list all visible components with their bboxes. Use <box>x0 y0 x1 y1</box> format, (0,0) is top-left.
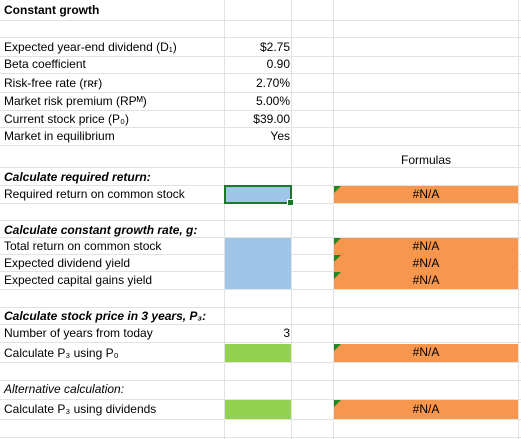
fill-handle[interactable] <box>287 199 294 206</box>
gridline <box>0 399 521 400</box>
gridline <box>0 437 521 438</box>
gridline <box>0 20 521 21</box>
row-label-years-from-today[interactable]: Number of years from today <box>4 326 153 340</box>
row-label-p3-using-p0[interactable]: Calculate P₃ using P₀ <box>4 346 119 360</box>
input-cells-growth-rate[interactable] <box>225 238 291 289</box>
formula-result: #N/A <box>412 256 440 270</box>
input-label-risk-free-rate[interactable]: Risk-free rate (rʀғ) <box>4 76 103 90</box>
row-label-capital-gains-yield[interactable]: Expected capital gains yield <box>4 273 153 287</box>
formula-result: #N/A <box>412 273 440 287</box>
gridline <box>224 0 225 439</box>
gridline <box>0 167 521 168</box>
gridline <box>0 342 521 343</box>
gridline <box>0 380 521 381</box>
formulas-header: Formulas <box>400 153 451 167</box>
input-value-risk-free-rate[interactable]: 2.70% <box>255 76 290 90</box>
gridline <box>0 145 521 146</box>
formula-result: #N/A <box>412 402 440 416</box>
input-cell-p3-using-p0[interactable] <box>225 344 291 362</box>
formula-cells-growth-rate[interactable]: #N/A #N/A #N/A <box>334 238 518 289</box>
error-flag-icon <box>334 255 341 262</box>
section-heading-required-return: Calculate required return: <box>4 170 151 184</box>
input-value-dividend[interactable]: $2.75 <box>259 40 290 54</box>
gridline <box>0 127 521 128</box>
error-flag-icon <box>334 186 341 193</box>
gridline <box>0 220 521 221</box>
input-label-stock-price[interactable]: Current stock price (P₀) <box>4 112 130 126</box>
formula-result: #N/A <box>412 345 440 359</box>
input-label-equilibrium[interactable]: Market in equilibrium <box>4 129 115 143</box>
gridline <box>333 0 334 439</box>
gridline <box>0 110 521 111</box>
formula-cell-p3-using-p0[interactable]: #N/A <box>334 344 518 362</box>
error-flag-icon <box>334 400 341 407</box>
gridline <box>0 237 521 238</box>
input-value-stock-price[interactable]: $39.00 <box>253 112 290 126</box>
section-heading-growth-rate: Calculate constant growth rate, g: <box>4 223 198 237</box>
gridline <box>0 289 521 290</box>
input-value-beta[interactable]: 0.90 <box>266 57 290 71</box>
gridline <box>291 0 292 439</box>
error-flag-icon <box>334 238 341 245</box>
input-value-market-risk-premium[interactable]: 5.00% <box>255 94 290 108</box>
error-flag-icon <box>334 344 341 351</box>
gridline <box>0 419 521 420</box>
row-label-total-return[interactable]: Total return on common stock <box>4 239 162 253</box>
input-value-years[interactable]: 3 <box>283 326 290 340</box>
gridline <box>0 56 521 57</box>
error-flag-icon <box>334 272 341 279</box>
gridline <box>0 324 521 325</box>
row-label-p3-using-dividends[interactable]: Calculate P₃ using dividends <box>4 402 157 416</box>
gridline <box>0 307 521 308</box>
formula-cell-p3-using-dividends[interactable]: #N/A <box>334 400 518 419</box>
gridline <box>0 37 521 38</box>
input-label-beta[interactable]: Beta coefficient <box>4 57 86 71</box>
section-heading-alternative: Alternative calculation: <box>4 382 125 396</box>
gridline <box>0 73 521 74</box>
row-label-dividend-yield[interactable]: Expected dividend yield <box>4 256 131 270</box>
selected-cell-outline <box>224 185 294 206</box>
gridline <box>518 0 519 439</box>
input-cell-p3-using-dividends[interactable] <box>225 400 291 419</box>
gridline <box>0 92 521 93</box>
gridline <box>0 362 521 363</box>
formula-result: #N/A <box>412 187 440 201</box>
input-label-market-risk-premium[interactable]: Market risk premium (RPᴹ) <box>4 94 147 108</box>
input-value-equilibrium[interactable]: Yes <box>270 129 290 143</box>
formula-result: #N/A <box>412 239 440 253</box>
section-heading-stock-price: Calculate stock price in 3 years, P₃: <box>4 309 207 323</box>
sheet-title: Constant growth <box>4 3 100 17</box>
input-label-dividend[interactable]: Expected year-end dividend (D₁) <box>4 40 177 54</box>
row-label-required-return[interactable]: Required return on common stock <box>4 187 185 201</box>
input-cell-required-return[interactable] <box>225 186 291 203</box>
formula-cell-required-return[interactable]: #N/A <box>334 186 518 203</box>
